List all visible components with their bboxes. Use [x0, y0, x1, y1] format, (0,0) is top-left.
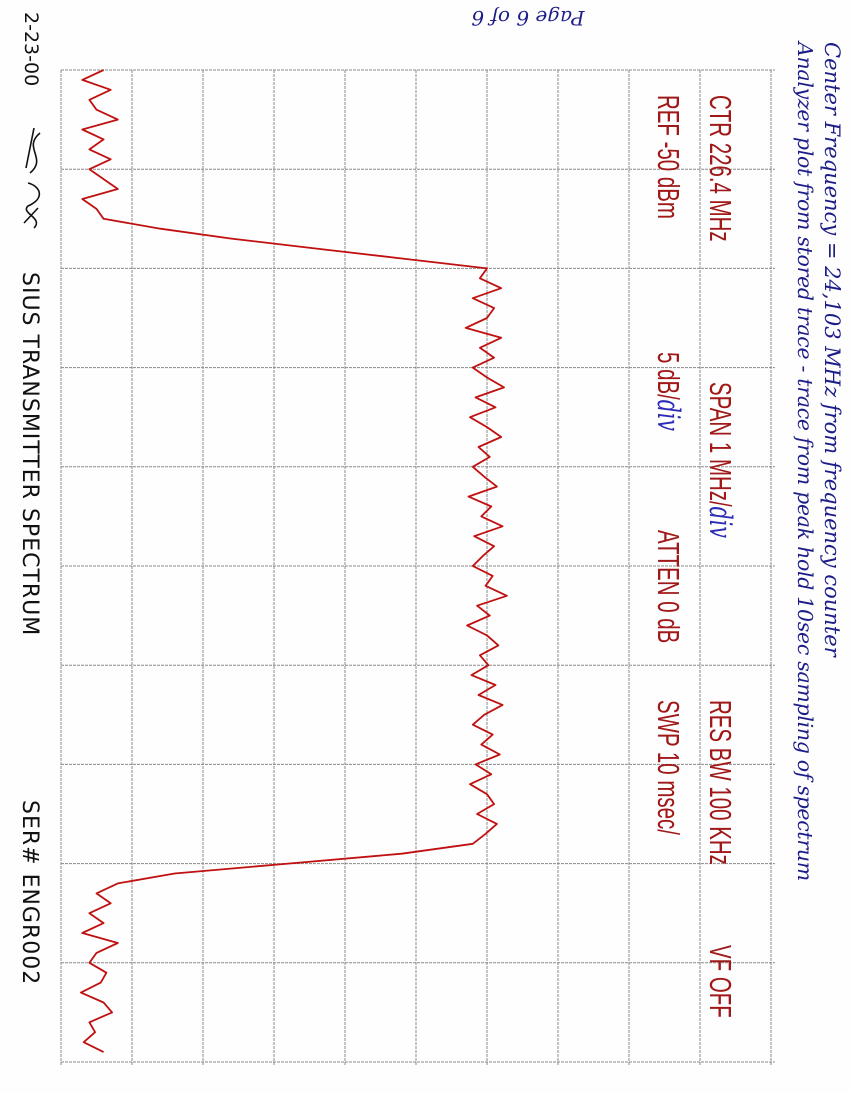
setting-ref: REF -50 dBm [651, 95, 686, 219]
span-unit: div [702, 506, 738, 538]
setting-scale: 5 dB/div [650, 352, 686, 431]
spectrum-trace [80, 69, 508, 1053]
scale-value: 5 dB/ [651, 352, 686, 400]
note-analyzer-plot: Analyzer plot from stored trace - trace … [793, 42, 817, 881]
document-title: SIUS TRANSMITTER SPECTRUM [17, 272, 42, 637]
setting-sweep: SWP 10 msec/ [651, 700, 686, 835]
setting-span: SPAN 1 MHz/div [702, 382, 738, 538]
signature [23, 127, 41, 229]
trace-group [80, 69, 508, 1053]
note-center-frequency: Center Frequency = 24,103 MHz from frequ… [820, 42, 844, 657]
setting-center: CTR 226.4 MHz [703, 95, 738, 242]
page-number: Page 6 of 6 [471, 6, 585, 30]
date: 2-23-00 [20, 12, 42, 87]
span-value: SPAN 1 MHz/ [703, 382, 738, 507]
setting-res-bw: RES BW 100 KHz [703, 700, 738, 865]
scale-unit: div [650, 399, 686, 431]
serial-number: SER# ENGR002 [17, 800, 42, 986]
setting-vf: VF OFF [703, 945, 738, 1018]
setting-atten: ATTEN 0 dB [651, 530, 686, 644]
grid [60, 69, 775, 1066]
